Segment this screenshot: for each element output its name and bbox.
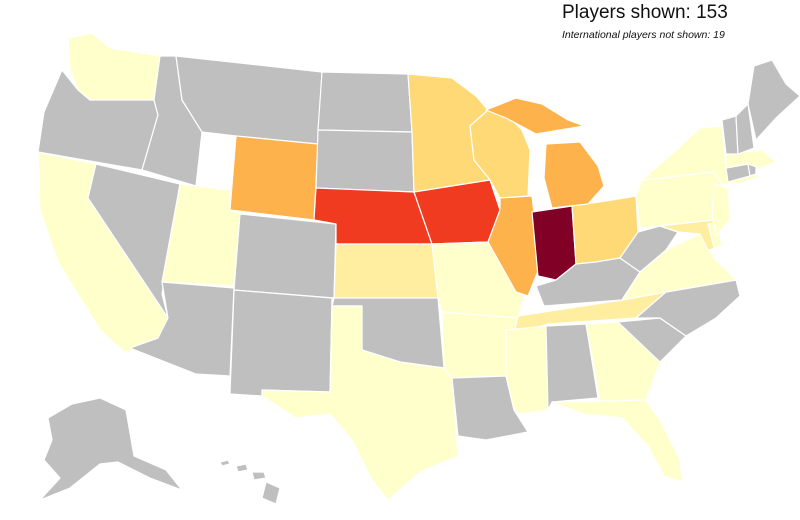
state-alaska[interactable] [39,397,183,501]
state-south-dakota[interactable] [315,129,415,193]
state-pennsylvania[interactable] [635,171,723,229]
state-new-hampshire[interactable] [735,103,755,155]
state-georgia[interactable] [585,321,661,403]
state-florida[interactable] [551,399,683,483]
state-massachusetts[interactable] [725,149,777,169]
state-michigan[interactable] [485,97,605,209]
state-hawaii[interactable] [219,459,281,505]
state-texas[interactable] [261,305,459,501]
state-mississippi[interactable] [505,325,549,415]
state-nevada[interactable] [87,163,181,319]
players-shown-title: Players shown: 153 [562,2,728,23]
state-wyoming[interactable] [229,135,319,221]
state-maine[interactable] [747,59,800,141]
state-colorado[interactable] [233,213,337,299]
state-alabama[interactable] [545,323,599,411]
state-kansas[interactable] [333,243,439,299]
international-players-note: International players not shown: 19 [562,29,725,41]
state-new-jersey[interactable] [711,183,731,237]
state-new-mexico[interactable] [229,289,333,397]
state-north-dakota[interactable] [317,71,413,133]
state-illinois[interactable] [487,195,541,297]
state-washington[interactable] [67,32,161,101]
